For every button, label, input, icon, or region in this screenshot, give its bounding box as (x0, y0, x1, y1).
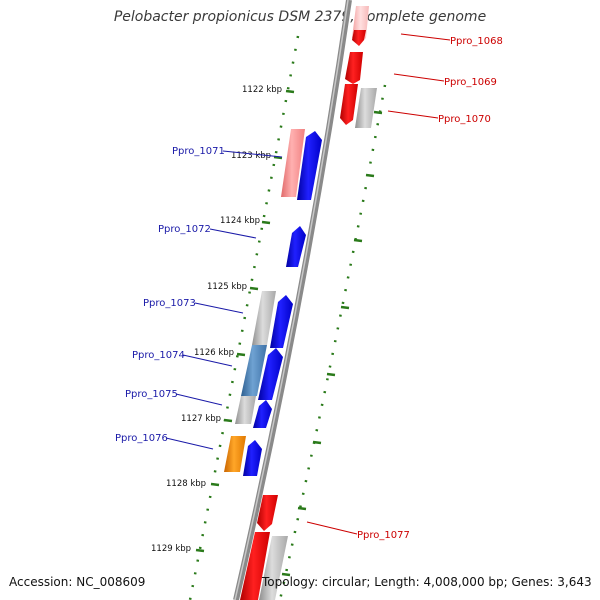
genome-backbone (233, 0, 352, 600)
scale-label-1125: 1125 kbp (207, 282, 247, 292)
tick-1129 (195, 548, 205, 553)
label-ppro-1071[interactable]: Ppro_1071 (172, 146, 225, 157)
tick-1128 (210, 482, 220, 487)
leader-ppro-1070 (387, 110, 439, 119)
outer-tick-6 (312, 440, 322, 445)
outer-tick-7 (297, 506, 307, 511)
label-ppro-1076[interactable]: Ppro_1076 (115, 433, 168, 444)
scale-label-1124: 1124 kbp (220, 216, 260, 226)
leader-ppro-1069 (393, 73, 445, 82)
scale-label-1129: 1129 kbp (151, 544, 191, 554)
gene-ppro-1070[interactable] (340, 84, 358, 125)
gene-ppro-1074[interactable] (241, 345, 267, 396)
gene-ppro-1077-lower[interactable] (240, 532, 270, 600)
tick-1124 (261, 220, 271, 225)
gene-ppro-1077[interactable] (257, 495, 278, 531)
scale-ticks-inner (195, 89, 295, 553)
scale-label-1127: 1127 kbp (181, 414, 221, 424)
label-ppro-1074[interactable]: Ppro_1074 (132, 350, 185, 361)
label-ppro-1068[interactable]: Ppro_1068 (450, 36, 503, 47)
label-ppro-1073[interactable]: Ppro_1073 (143, 298, 196, 309)
outer-tick-3 (353, 238, 363, 243)
scale-labels: 1122 kbp 1123 kbp 1124 kbp 1125 kbp 1126… (151, 85, 282, 554)
gene-ppro-1076-forward[interactable] (243, 440, 262, 476)
gene-ppro-1073-forward[interactable] (270, 295, 293, 348)
leader-ppro-1075 (175, 393, 223, 406)
gene-ppro-1070-gray[interactable] (355, 88, 377, 128)
leader-ppro-1074 (182, 354, 233, 367)
gene-ppro-1073[interactable] (252, 291, 276, 345)
label-ppro-1077[interactable]: Ppro_1077 (357, 530, 410, 541)
label-ppro-1075[interactable]: Ppro_1075 (125, 389, 178, 400)
tick-1126 (236, 352, 246, 357)
gene-ppro-1071-forward[interactable] (297, 131, 322, 200)
leader-ppro-1077 (306, 521, 358, 535)
gene-ppro-1077-gray[interactable] (259, 536, 288, 600)
gene-ppro-1075[interactable] (235, 396, 256, 424)
accession-text: Accession: NC_008609 (9, 575, 146, 589)
scale-label-1122: 1122 kbp (242, 85, 282, 95)
scale-label-1128: 1128 kbp (166, 479, 206, 489)
gene-ppro-1075-forward[interactable] (253, 400, 272, 428)
outer-tick-8 (281, 572, 291, 577)
leader-ppro-1072 (209, 228, 257, 239)
outer-tick-1 (373, 110, 383, 115)
label-ppro-1069[interactable]: Ppro_1069 (444, 77, 497, 88)
gene-ppro-1076[interactable] (224, 436, 246, 472)
leader-ppro-1076 (165, 437, 214, 450)
outer-tick-2 (365, 173, 375, 178)
map-title: Pelobacter propionicus DSM 2379, complet… (113, 9, 487, 25)
genes (224, 6, 377, 600)
gene-labels: Ppro_1068 Ppro_1069 Ppro_1070 Ppro_1071 … (115, 36, 503, 541)
outer-tick-5 (326, 372, 336, 377)
genome-summary-text: Topology: circular; Length: 4,008,000 bp… (262, 575, 592, 589)
label-ppro-1072[interactable]: Ppro_1072 (158, 224, 211, 235)
leader-ppro-1071 (222, 150, 283, 158)
label-leaders (165, 33, 451, 535)
scale-arc-inner (188, 35, 300, 600)
tick-1123 (273, 155, 283, 160)
gene-ppro-1071[interactable] (281, 129, 305, 197)
leader-ppro-1068 (400, 33, 451, 41)
scale-label-1126: 1126 kbp (194, 348, 234, 358)
gene-ppro-1074-forward[interactable] (258, 348, 283, 400)
scale-label-1123: 1123 kbp (231, 151, 271, 161)
tick-1122 (285, 89, 295, 94)
outer-tick-4 (340, 305, 350, 310)
leader-ppro-1073 (194, 302, 244, 314)
genome-backbone-highlight (234, 0, 349, 600)
label-ppro-1070[interactable]: Ppro_1070 (438, 114, 491, 125)
gene-ppro-1072[interactable] (286, 226, 306, 267)
gene-ppro-1069[interactable] (345, 52, 363, 84)
gene-ppro-1068-body[interactable] (352, 30, 366, 46)
tick-1125 (249, 286, 259, 291)
scale-ticks-outer (281, 110, 383, 577)
tick-1127 (223, 418, 233, 423)
